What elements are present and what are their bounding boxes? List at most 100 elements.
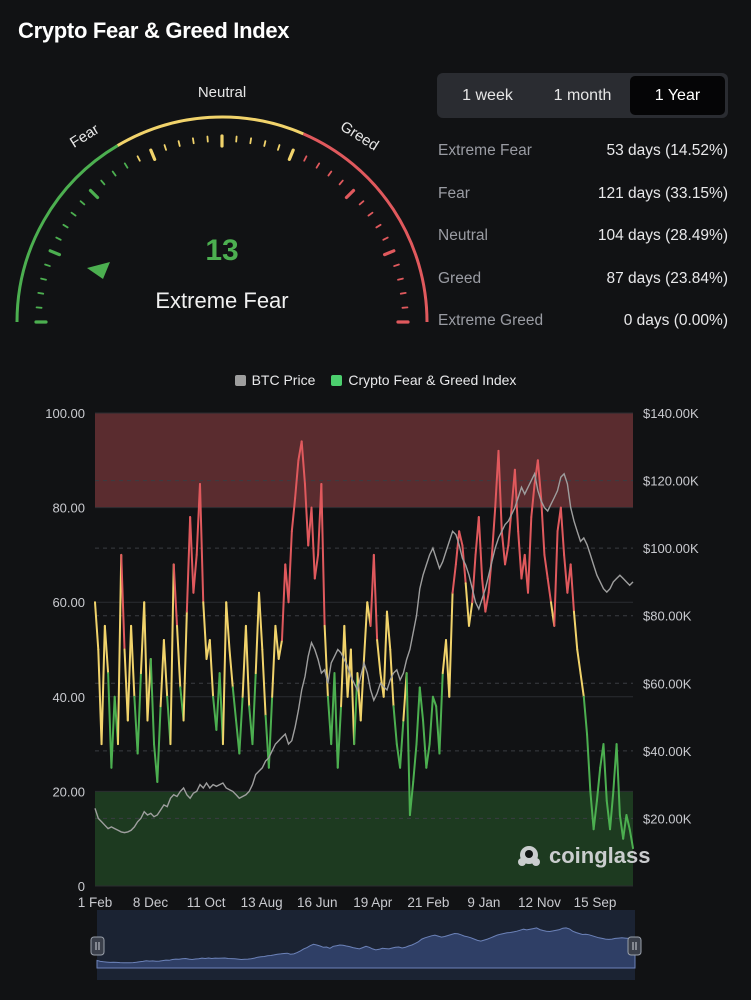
index-line-segment	[589, 790, 595, 831]
index-line-segment	[189, 516, 195, 594]
index-line-segment	[172, 563, 179, 627]
index-line-segment	[202, 601, 208, 660]
index-line-segment	[231, 686, 238, 722]
left-axis-tick-label: 60.00	[52, 595, 85, 610]
navigator-left-handle[interactable]	[90, 936, 105, 956]
index-line-segment	[454, 530, 461, 566]
index-line-segment	[592, 799, 598, 831]
index-line-segment	[182, 610, 188, 722]
index-line-segment	[258, 591, 264, 651]
stat-row-greed: Greed 87 days (23.84%)	[438, 258, 728, 301]
tab-1-month[interactable]: 1 month	[553, 86, 612, 104]
index-line-segment	[320, 482, 326, 627]
index-line-segment	[159, 639, 165, 708]
index-line-segment	[228, 648, 234, 689]
gauge-label-neutral: Neutral	[198, 84, 246, 101]
stat-label: Greed	[438, 269, 482, 287]
stat-label: Neutral	[438, 227, 488, 245]
index-line-segment	[418, 686, 425, 722]
legend-swatch	[234, 374, 246, 386]
gauge-tick	[79, 200, 86, 206]
index-line-segment	[576, 648, 582, 675]
index-line-segment	[271, 624, 277, 698]
index-line-segment	[340, 624, 346, 708]
gauge-tick	[382, 236, 389, 241]
index-line-segment	[254, 591, 261, 675]
index-line-segment	[385, 610, 392, 651]
index-line-segment	[425, 743, 431, 769]
legend-item-btc-price[interactable]: BTC Price	[234, 372, 315, 388]
index-line-segment	[422, 719, 428, 769]
stat-label: Extreme Fear	[438, 142, 532, 160]
extreme-fear-band	[95, 791, 633, 886]
gauge-tick	[123, 162, 129, 169]
navigator-right-handle[interactable]	[627, 936, 642, 956]
page-title: Crypto Fear & Greed Index	[18, 18, 290, 43]
gauge-tick	[62, 223, 69, 229]
index-line-segment	[303, 482, 310, 547]
gauge-tick	[149, 148, 157, 161]
index-line-segment	[448, 591, 454, 698]
gauge-tick	[40, 277, 47, 281]
gauge-tick	[393, 263, 400, 267]
gauge-tick	[375, 223, 382, 229]
tab-1-week[interactable]: 1 week	[462, 86, 513, 104]
fear-greed-gauge: Neutral Fear Greed 13 Extreme Fear	[15, 84, 429, 324]
index-line-segment	[241, 624, 247, 698]
index-line-segment	[451, 563, 457, 594]
gauge-tick	[37, 292, 45, 295]
index-line-segment	[517, 530, 523, 580]
index-line-segment	[405, 672, 411, 817]
left-axis-tick-label: 0	[78, 879, 85, 894]
range-navigator[interactable]	[0, 905, 751, 985]
gauge-tick	[136, 155, 141, 162]
index-line-segment	[198, 482, 205, 604]
tab-1-year[interactable]: 1 Year	[630, 76, 725, 115]
index-line-segment	[290, 497, 297, 533]
index-line-segment	[628, 828, 634, 850]
index-line-segment	[543, 553, 549, 580]
right-axis-tick-label: $60.00K	[643, 676, 692, 691]
index-line-segment	[428, 695, 434, 746]
gauge-tick	[399, 292, 407, 295]
index-line-segment	[156, 705, 162, 783]
index-line-segment	[412, 743, 418, 783]
index-line-segment	[595, 766, 602, 802]
index-line-segment	[408, 780, 415, 817]
gauge-status: Extreme Fear	[155, 288, 288, 313]
index-line-segment	[553, 530, 559, 627]
right-axis-tick-label: $80.00K	[643, 609, 692, 624]
index-line-segment	[100, 624, 106, 746]
stat-row-neutral: Neutral 104 days (28.49%)	[438, 215, 728, 258]
left-axis-tick-label: 40.00	[52, 690, 85, 705]
index-line-segment	[504, 544, 510, 566]
stat-label: Fear	[438, 184, 470, 202]
index-line-segment	[530, 482, 536, 519]
index-line-segment	[225, 601, 231, 651]
index-line-segment	[458, 530, 464, 547]
legend-item-fear-greed[interactable]: Crypto Fear & Greed Index	[331, 372, 516, 388]
coinglass-logo-icon	[518, 846, 540, 866]
stat-value: 53 days (14.52%)	[606, 142, 729, 160]
index-line-segment	[94, 601, 100, 651]
gauge-tick	[88, 188, 100, 200]
index-line-segment	[185, 516, 192, 613]
index-line-segment	[274, 624, 280, 660]
index-line-segment	[120, 553, 126, 651]
x-axis-tick-label: 9 Jan	[467, 895, 500, 910]
stat-value: 104 days (28.49%)	[597, 227, 728, 245]
gauge-tick	[327, 170, 333, 177]
gauge-tick	[344, 188, 356, 200]
right-axis-tick-label: $140.00K	[643, 406, 699, 421]
index-line-segment	[392, 705, 398, 746]
index-line-segment	[477, 516, 484, 580]
x-axis-tick-label: 21 Feb	[407, 895, 449, 910]
gauge-tick	[177, 140, 181, 147]
stat-label: Extreme Greed	[438, 312, 544, 330]
stat-row-fear: Fear 121 days (33.15%)	[438, 173, 728, 216]
index-line-segment	[130, 624, 136, 698]
greed-band	[95, 413, 633, 508]
stat-row-extreme-fear: Extreme Fear 53 days (14.52%)	[438, 130, 728, 173]
index-line-segment	[372, 553, 379, 642]
x-axis-tick-label: 8 Dec	[133, 895, 169, 910]
